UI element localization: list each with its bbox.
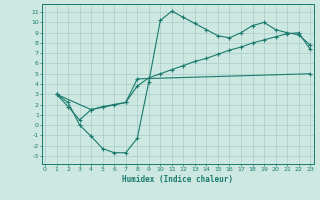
X-axis label: Humidex (Indice chaleur): Humidex (Indice chaleur): [122, 175, 233, 184]
